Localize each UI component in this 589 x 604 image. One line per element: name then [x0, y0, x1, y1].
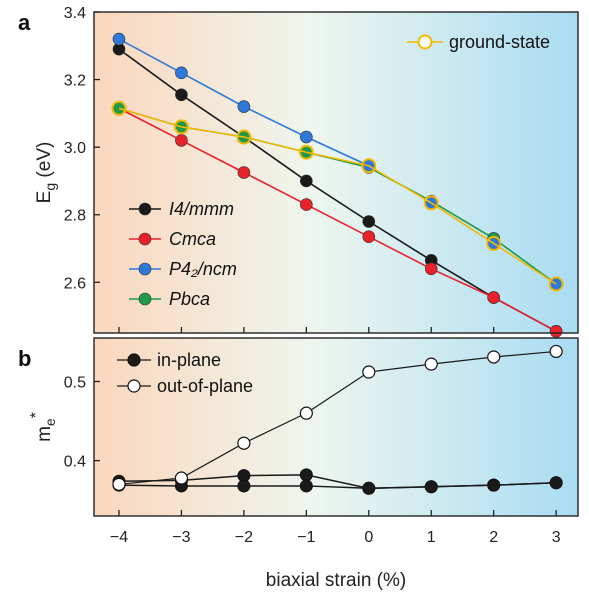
legend-cmca-label: Cmca: [169, 229, 216, 249]
series-i4-mmm-point: [175, 88, 188, 102]
panel-a-letter: a: [18, 10, 31, 35]
series-p4-ncm-point: [112, 32, 126, 46]
y-axis-label-b: me*: [28, 412, 58, 442]
series-p4-ncm-point: [175, 66, 188, 80]
series-out-of-plane-point: [237, 436, 251, 450]
series-ground-state-point: [111, 100, 127, 116]
y-tick-label-a: 3.0: [64, 140, 86, 157]
series-cmca-point: [362, 230, 376, 243]
series-out-of-plane-point: [549, 344, 563, 359]
series-out-of-plane-point: [487, 350, 501, 364]
legend-p4-ncm-marker: [138, 262, 152, 276]
series-out-of-plane-point: [299, 406, 313, 420]
series-out-of-plane-point: [362, 365, 376, 379]
legend-cmca-marker: [138, 232, 152, 246]
x-tick-label: −3: [172, 529, 190, 546]
x-tick-label: −4: [110, 529, 128, 546]
legend-in-plane-marker: [127, 353, 141, 367]
series-out-of-plane-point: [424, 357, 438, 371]
series-i4-mmm-point: [362, 215, 376, 228]
x-tick-label: 2: [489, 529, 498, 546]
x-tick-label: 0: [364, 529, 373, 546]
y-tick-label-b: 0.5: [64, 375, 86, 392]
series-cmca-point: [549, 325, 563, 338]
series-ground-state-point: [361, 158, 377, 174]
x-tick-label: 1: [427, 529, 436, 546]
series-in-plane-point: [299, 468, 313, 482]
series-ground-state-point: [173, 119, 189, 135]
y-tick-label-a: 3.4: [64, 5, 86, 22]
series-ground-state-point: [236, 129, 252, 145]
series-in-plane-point: [487, 478, 501, 492]
series-ground-state-point: [298, 144, 314, 160]
panel-b-frame: [93, 337, 579, 517]
series-ground-state-line: [118, 107, 557, 285]
legend-pbca-marker: [138, 292, 152, 306]
series-in-plane-lower-line: [118, 482, 557, 490]
series-p4-ncm-point: [300, 130, 313, 144]
series-p4-ncm-point: [237, 100, 251, 113]
series-ground-state-point: [423, 195, 439, 211]
series-out-of-plane-line: [118, 350, 557, 485]
y-tick-label-a: 2.8: [64, 208, 86, 225]
panel-b-letter: b: [18, 346, 31, 371]
x-tick-label: 3: [552, 529, 561, 546]
x-axis: −4 −3 −2 −1 0 1 2 3 biaxial strain (%): [110, 510, 561, 591]
legend-i4-mmm-label: I4/mmm: [169, 199, 234, 219]
series-in-plane-point: [549, 476, 563, 490]
series-cmca-point: [300, 198, 313, 211]
series-cmca-point: [175, 134, 188, 147]
x-axis-label: biaxial strain (%): [266, 570, 406, 591]
panel-a-background: [94, 12, 578, 333]
legend-out-of-plane-label: out-of-plane: [157, 376, 253, 396]
series-cmca-point: [424, 262, 438, 276]
series-in-plane-point: [299, 479, 313, 493]
legend-i4-mmm-marker: [138, 202, 152, 216]
x-tick-label: −1: [297, 529, 315, 546]
legend-in-plane-label: in-plane: [157, 350, 221, 370]
series-cmca-point: [487, 291, 500, 304]
series-cmca-point: [237, 166, 251, 179]
y-tick-label-b: 0.4: [64, 454, 86, 471]
y-tick-label-a: 3.2: [64, 73, 86, 90]
series-in-plane-point: [237, 479, 251, 493]
series-ground-state-point: [548, 276, 564, 292]
panel-b: b 0.4 0.5 me* in-plane out-of-plane: [18, 337, 579, 517]
legend-p4-ncm-label: P4₂/ncm: [169, 259, 237, 279]
series-ground-state-point: [486, 235, 502, 251]
series-out-of-plane-point: [112, 477, 126, 491]
panel-a: a 2.6 2.8 3.0 3.2 3.4 Eg (eV) ground-state I4/mm…: [18, 5, 579, 338]
y-tick-label-a: 2.6: [64, 275, 86, 292]
series-in-plane-point: [362, 481, 376, 495]
series-i4-mmm-point: [300, 174, 313, 188]
legend-pbca-label: Pbca: [169, 289, 210, 309]
series-out-of-plane-point: [174, 471, 189, 485]
x-tick-label: −2: [235, 529, 253, 546]
legend-ground-state-marker: [417, 34, 433, 50]
series-cmca-line: [118, 107, 557, 333]
y-axis-label-a: Eg (eV): [34, 142, 58, 204]
series-i4-mmm-line: [118, 48, 557, 333]
legend-out-of-plane-marker: [127, 379, 141, 393]
series-in-plane-point: [424, 480, 438, 494]
legend-ground-state-label: ground-state: [449, 32, 550, 52]
panel-a-frame: [93, 11, 579, 334]
